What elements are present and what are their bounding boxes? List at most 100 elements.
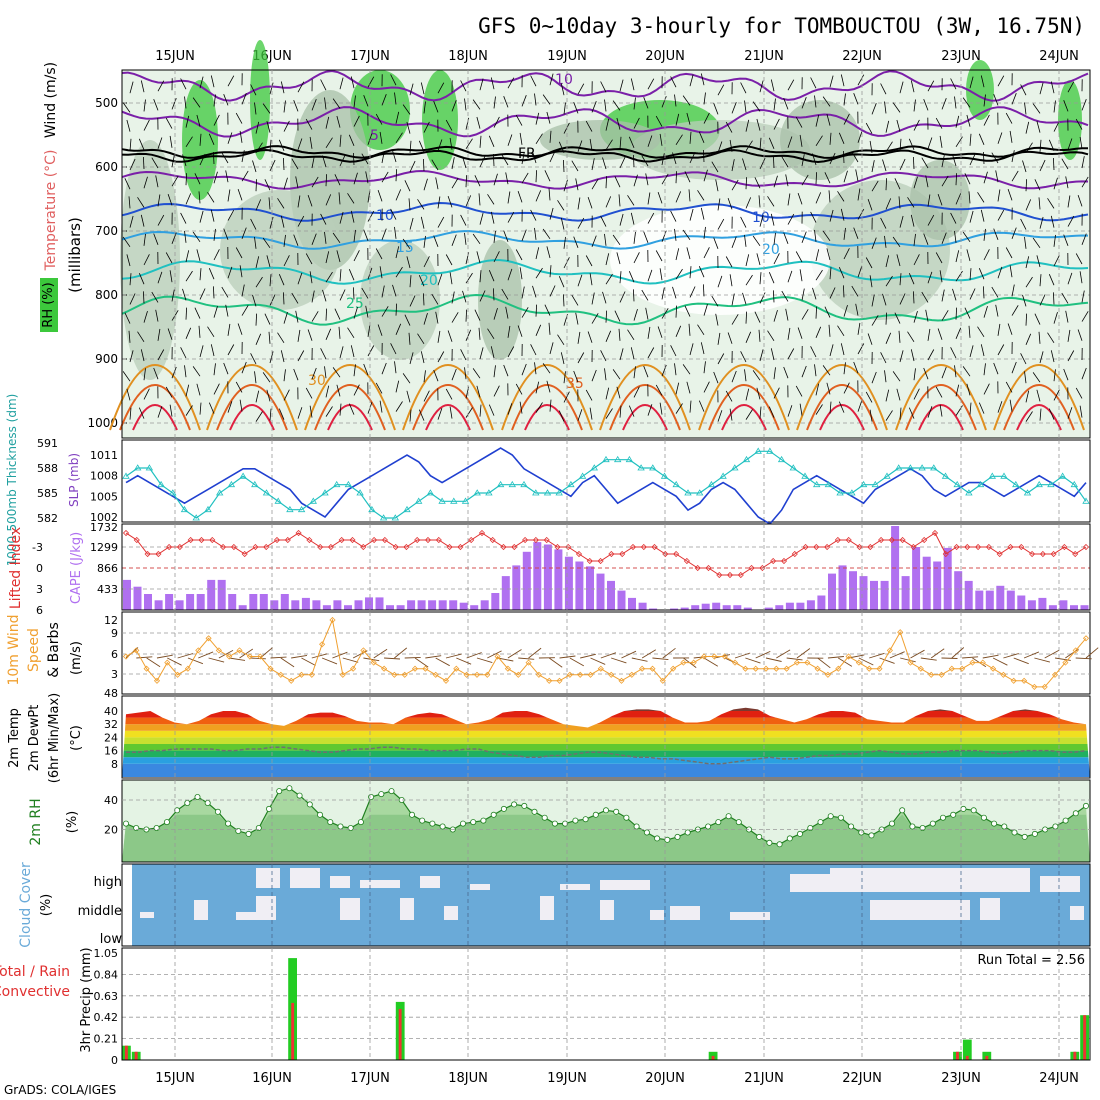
wind-barb	[731, 293, 735, 306]
precip-convective-bar	[398, 1009, 402, 1060]
cape-bar	[291, 600, 300, 610]
wind-barb	[325, 308, 327, 321]
rh-contour-area	[1058, 80, 1082, 160]
wind-barb	[192, 366, 201, 377]
wind-barb	[239, 265, 243, 278]
wind-barb	[381, 171, 389, 183]
isotherm-freezing	[121, 148, 1089, 164]
wind-barb	[126, 119, 131, 132]
wind-barb	[437, 273, 443, 286]
lifted-index-point	[780, 557, 788, 565]
date-label-bottom: 23JUN	[941, 1071, 981, 1086]
wind-barb	[742, 158, 747, 171]
wind-barb	[199, 210, 204, 223]
cape-bar	[301, 597, 310, 610]
cape-bar	[680, 607, 689, 610]
lifted-index-point	[414, 536, 421, 544]
lifted-index-point	[813, 543, 820, 551]
wind-barb	[558, 276, 565, 288]
lifted-index-point	[565, 543, 572, 551]
wind-barb	[390, 74, 397, 86]
wind-barb	[1067, 138, 1073, 150]
wind-barb	[324, 366, 327, 379]
lifted-index-point	[511, 543, 518, 551]
lifted-index-point	[673, 550, 680, 558]
cape-bar	[933, 561, 942, 610]
cape-bar	[1059, 600, 1068, 610]
wind-barb	[476, 385, 481, 398]
rh-point	[337, 823, 344, 830]
cape-bar	[365, 597, 373, 610]
date-label-top: 20JUN	[645, 49, 685, 64]
isotherm-30	[796, 364, 888, 431]
wind-barb	[521, 307, 529, 318]
wind-barb	[880, 352, 887, 364]
wind-barb	[1039, 294, 1046, 306]
wind-barb	[493, 307, 498, 320]
wind-barb	[717, 198, 721, 211]
wind-barb	[433, 369, 439, 382]
thickness-point	[450, 497, 458, 504]
wind-barb	[993, 94, 999, 106]
wind-barb	[715, 313, 719, 326]
date-label-bottom: 16JUN	[252, 1071, 292, 1086]
wind-barb	[269, 274, 272, 287]
wind-barb	[293, 100, 299, 112]
wind-barb	[869, 409, 873, 422]
isotherm-10	[121, 201, 1089, 222]
wind-barb	[661, 364, 667, 377]
wind-barb	[688, 189, 691, 202]
wind-barb	[532, 151, 537, 164]
lifted-index-point	[975, 543, 982, 551]
wind-barb	[703, 361, 706, 374]
wind-barb	[255, 121, 260, 134]
cape-bar	[975, 590, 984, 610]
wind-barb	[530, 344, 537, 356]
temp-tick-label: 32	[104, 718, 118, 731]
wind-barb	[577, 331, 581, 344]
wind-barb	[731, 236, 737, 248]
wind-barb	[1053, 292, 1055, 305]
lifted-index-point	[371, 536, 378, 544]
wind-10m-barb	[745, 657, 761, 664]
wind-barb	[966, 114, 971, 127]
wind-barb	[1065, 176, 1069, 189]
isotherm-40	[229, 404, 275, 431]
wind-10m-barb	[611, 657, 627, 664]
rh-point	[1072, 810, 1079, 817]
lifted-index-point	[543, 536, 550, 544]
wind-barb	[1036, 255, 1041, 268]
wind-barb	[194, 173, 201, 185]
wind-barb	[433, 101, 439, 113]
wind-barb	[787, 405, 793, 417]
cape-bar	[985, 590, 994, 610]
wind-barb	[549, 207, 554, 220]
wind-barb	[1009, 399, 1013, 412]
wind-barb	[563, 294, 565, 307]
wind-speed-point	[752, 665, 759, 672]
wind-barb	[1007, 323, 1013, 335]
wind-barb	[978, 402, 985, 414]
wind-10m-barb	[910, 649, 925, 659]
wind-barb	[198, 325, 201, 338]
wind-barb	[143, 254, 150, 266]
wind-barb	[717, 275, 723, 288]
wind-barb	[395, 266, 403, 278]
wind-barb	[295, 176, 299, 189]
wind-barb	[297, 350, 305, 362]
wind-barb	[925, 309, 929, 322]
wind-barb	[871, 371, 877, 384]
wind-barb	[417, 333, 425, 345]
wind-barb	[129, 215, 134, 228]
wind-barb	[171, 98, 177, 110]
wind-barb	[208, 402, 215, 414]
wind-barb	[575, 312, 579, 325]
wind-barb	[1036, 389, 1041, 402]
pressure-tick-label: 700	[95, 224, 118, 238]
wind-barb	[283, 292, 285, 305]
wind-barb	[717, 84, 725, 96]
thickness-point	[379, 514, 388, 521]
wind-barb	[305, 387, 313, 399]
thickness-point	[742, 455, 751, 463]
wind-barb	[406, 256, 411, 269]
